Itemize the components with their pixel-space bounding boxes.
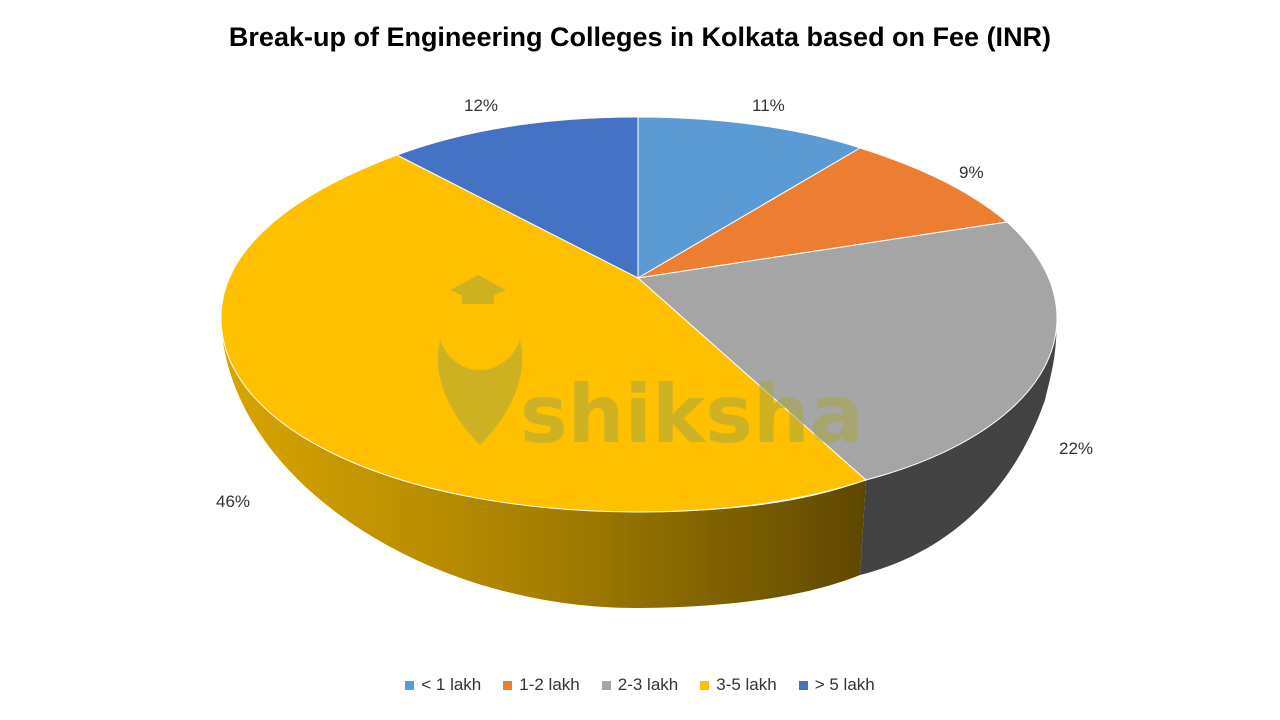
legend-item-less-1-lakh[interactable]: < 1 lakh	[405, 675, 481, 695]
legend-label: 3-5 lakh	[716, 675, 777, 694]
legend-item-2-3-lakh[interactable]: 2-3 lakh	[601, 675, 679, 695]
svg-text:shiksha: shiksha	[520, 368, 864, 461]
data-label-more-5-lakh: 12%	[464, 96, 499, 115]
legend-swatch	[503, 680, 513, 690]
slice-2-3-lakh[interactable]	[636, 221, 1058, 481]
slice-3-5-lakh[interactable]	[220, 154, 867, 513]
legend-swatch	[405, 680, 415, 690]
data-label-3-5-lakh: 46%	[216, 492, 251, 511]
legend-swatch	[700, 680, 710, 690]
data-label-1-2-lakh: 9%	[959, 163, 984, 182]
slice-1-2-lakh[interactable]	[637, 147, 1009, 279]
legend-label: > 5 lakh	[814, 675, 875, 694]
chart-title: Break-up of Engineering Colleges in Kolk…	[228, 22, 1052, 52]
slice-less-1-lakh[interactable]	[637, 116, 862, 279]
legend-swatch	[798, 680, 808, 690]
data-label-less-1-lakh: 11%	[752, 96, 785, 115]
legend-label: 2-3 lakh	[617, 675, 679, 694]
legend: < 1 lakh 1-2 lakh 2-3 lakh 3-5 lakh > 5 …	[0, 675, 1280, 695]
side-3-5-lakh	[221, 318, 866, 609]
legend-item-more-5-lakh[interactable]: > 5 lakh	[798, 675, 875, 695]
shiksha-watermark: shiksha	[437, 275, 864, 461]
legend-item-1-2-lakh[interactable]: 1-2 lakh	[503, 675, 580, 695]
legend-item-3-5-lakh[interactable]: 3-5 lakh	[700, 675, 777, 695]
legend-label: < 1 lakh	[421, 675, 482, 694]
side-2-3-lakh	[860, 318, 1057, 575]
legend-label: 1-2 lakh	[519, 675, 580, 694]
legend-swatch	[601, 680, 611, 690]
slice-more-5-lakh[interactable]	[395, 116, 639, 279]
data-label-2-3-lakh: 22%	[1059, 439, 1094, 458]
